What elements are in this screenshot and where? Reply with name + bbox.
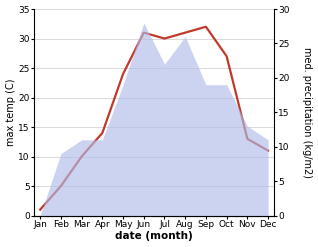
Y-axis label: max temp (C): max temp (C) [5, 79, 16, 146]
X-axis label: date (month): date (month) [115, 231, 193, 242]
Y-axis label: med. precipitation (kg/m2): med. precipitation (kg/m2) [302, 47, 313, 178]
